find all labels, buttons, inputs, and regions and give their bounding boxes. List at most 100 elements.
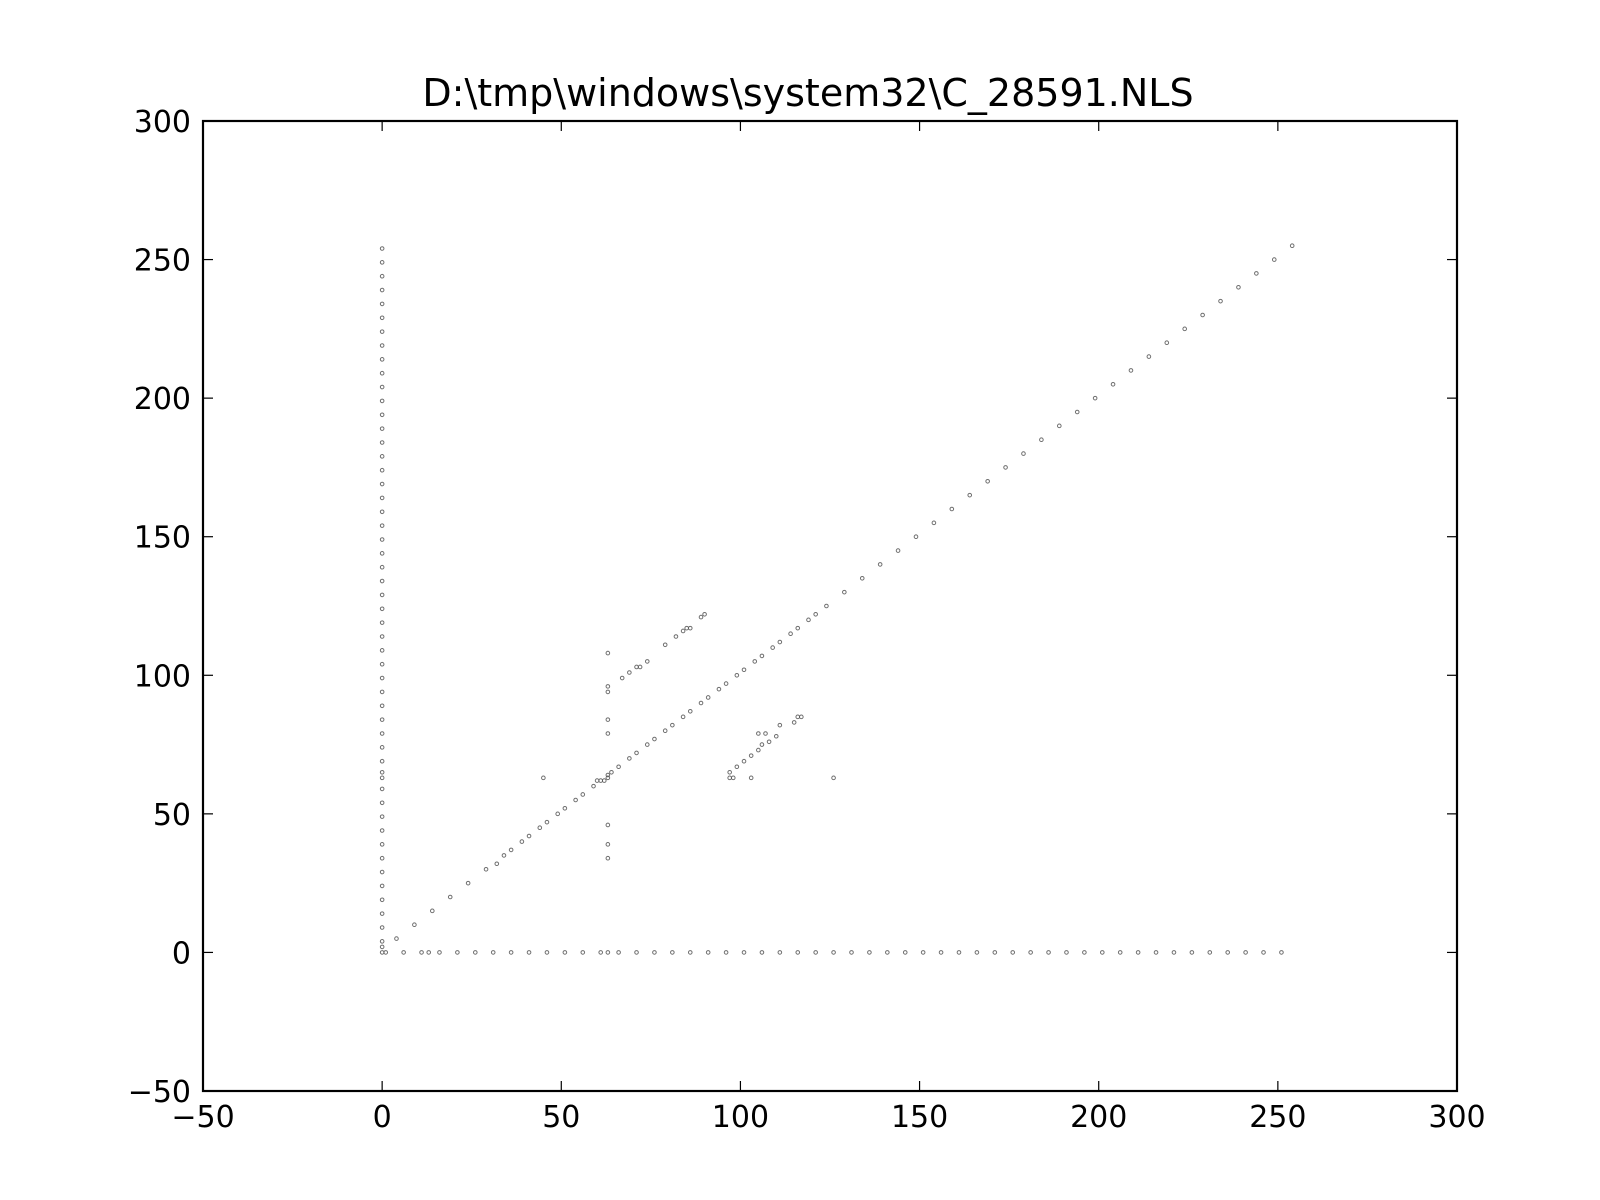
chart-title: D:\tmp\windows\system32\C_28591.NLS bbox=[422, 71, 1193, 115]
data-point bbox=[1225, 950, 1230, 955]
data-point bbox=[1236, 284, 1241, 290]
data-point bbox=[1074, 409, 1080, 415]
data-point bbox=[616, 764, 621, 770]
data-point bbox=[662, 728, 668, 734]
data-point bbox=[562, 950, 568, 955]
data-point bbox=[544, 819, 550, 825]
data-point bbox=[1189, 950, 1195, 955]
data-point bbox=[605, 731, 611, 736]
data-point bbox=[379, 315, 385, 321]
data-point bbox=[455, 950, 460, 955]
data-point bbox=[1100, 950, 1105, 955]
data-point bbox=[379, 523, 385, 528]
data-point bbox=[379, 897, 385, 903]
data-point bbox=[379, 287, 385, 293]
data-point bbox=[465, 880, 471, 886]
data-point bbox=[849, 950, 854, 955]
data-point bbox=[379, 467, 385, 473]
data-point bbox=[741, 950, 747, 955]
data-point bbox=[605, 842, 611, 847]
data-point bbox=[734, 672, 740, 678]
data-point bbox=[1289, 243, 1295, 249]
data-point bbox=[379, 939, 385, 944]
data-point bbox=[1171, 950, 1177, 955]
data-point bbox=[705, 695, 711, 700]
data-point bbox=[1046, 950, 1051, 955]
data-point bbox=[537, 825, 543, 831]
data-point bbox=[379, 246, 385, 251]
data-point bbox=[777, 639, 783, 645]
data-point bbox=[716, 686, 722, 692]
data-point bbox=[974, 950, 980, 955]
data-point bbox=[591, 783, 596, 789]
data-point bbox=[580, 950, 586, 955]
data-point bbox=[379, 329, 385, 334]
data-point bbox=[379, 564, 385, 570]
data-point bbox=[379, 440, 385, 445]
data-point bbox=[680, 628, 686, 634]
data-point bbox=[541, 775, 546, 781]
data-point bbox=[544, 950, 550, 955]
data-point bbox=[501, 853, 507, 858]
data-point bbox=[698, 614, 704, 620]
data-point bbox=[877, 562, 883, 567]
data-point bbox=[379, 551, 385, 556]
data-point bbox=[777, 950, 783, 955]
data-point bbox=[379, 828, 385, 833]
data-point bbox=[795, 625, 801, 631]
data-point bbox=[1200, 312, 1205, 318]
data-point bbox=[1128, 368, 1134, 373]
data-point bbox=[673, 634, 679, 639]
data-point bbox=[379, 537, 385, 542]
data-point bbox=[698, 700, 704, 706]
data-point bbox=[791, 720, 797, 725]
data-point bbox=[447, 894, 453, 900]
data-point bbox=[379, 717, 385, 722]
data-point bbox=[680, 714, 686, 720]
data-point bbox=[609, 769, 614, 775]
plot-area-frame bbox=[201, 119, 1459, 1093]
data-point bbox=[741, 667, 747, 673]
data-point bbox=[379, 883, 385, 889]
data-point bbox=[379, 495, 385, 501]
data-point bbox=[573, 797, 578, 803]
data-point bbox=[931, 520, 937, 526]
data-point bbox=[1182, 326, 1187, 332]
y-tick-label: −50 bbox=[128, 1075, 191, 1110]
data-point bbox=[813, 950, 818, 955]
data-point bbox=[759, 653, 765, 659]
data-point bbox=[379, 855, 385, 861]
data-point bbox=[379, 481, 385, 487]
data-point bbox=[634, 664, 639, 670]
data-point bbox=[956, 950, 962, 955]
data-point bbox=[379, 260, 385, 265]
data-point bbox=[795, 950, 801, 955]
data-point bbox=[670, 950, 675, 955]
data-point bbox=[1243, 950, 1248, 955]
data-point bbox=[1010, 950, 1016, 955]
data-point bbox=[379, 703, 385, 709]
data-point bbox=[379, 911, 385, 916]
data-point bbox=[992, 950, 998, 955]
data-point bbox=[644, 742, 650, 747]
data-point bbox=[1082, 950, 1087, 955]
data-point bbox=[670, 722, 675, 728]
x-tick-label: 0 bbox=[373, 1100, 392, 1135]
data-point bbox=[766, 739, 772, 745]
data-point bbox=[773, 733, 779, 739]
data-point bbox=[616, 950, 621, 955]
data-point bbox=[1135, 950, 1141, 955]
data-point bbox=[687, 709, 693, 714]
data-point bbox=[379, 758, 385, 764]
y-tick-label: 0 bbox=[172, 936, 191, 971]
data-point bbox=[605, 650, 611, 656]
data-point bbox=[605, 775, 611, 781]
data-point bbox=[379, 426, 385, 431]
data-point bbox=[519, 839, 525, 844]
data-point bbox=[741, 758, 747, 764]
data-point bbox=[770, 645, 775, 650]
data-point bbox=[627, 756, 632, 761]
data-point bbox=[1207, 950, 1213, 955]
data-point bbox=[644, 659, 650, 664]
